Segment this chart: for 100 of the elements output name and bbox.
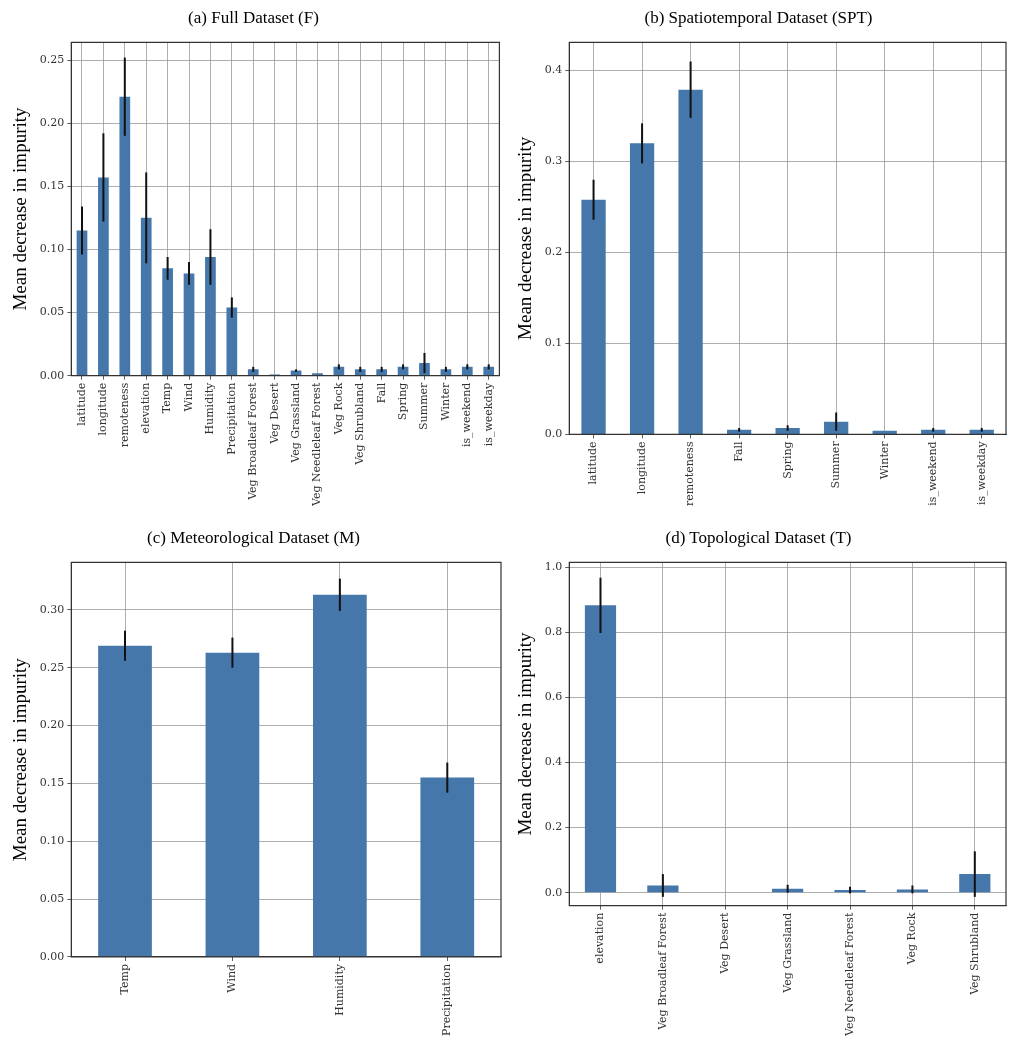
bar	[647, 885, 679, 893]
x-tick-label: Wind	[225, 963, 239, 993]
bar	[183, 273, 195, 376]
x-tick-label: Veg Desert	[718, 912, 732, 975]
bar	[775, 428, 800, 434]
y-tick-label: 0.0	[544, 885, 563, 899]
y-axis-title: Mean decrease in impurity	[9, 106, 31, 311]
x-tick-label: Temp	[160, 382, 174, 414]
x-tick-label: Wind	[181, 382, 195, 412]
x-tick-label: Humidity	[332, 963, 346, 1016]
x-tick-label: is_weekday	[481, 381, 495, 447]
y-tick-label: 0.0	[544, 427, 563, 441]
y-tick-label: 0.10	[39, 242, 65, 256]
bar	[461, 366, 473, 376]
x-tick-label: is_weekend	[926, 441, 940, 506]
bar	[98, 177, 109, 376]
y-tick-label: 0.2	[544, 245, 563, 259]
y-tick-label: 0.00	[39, 949, 65, 963]
x-tick-label: Veg Desert	[267, 382, 281, 445]
y-tick-label: 0.8	[544, 625, 563, 639]
bar	[247, 369, 259, 376]
bar	[376, 369, 388, 376]
x-tick-label: Veg Shrubland	[967, 912, 981, 996]
bar	[313, 594, 367, 957]
x-tick-label: Spring	[395, 382, 409, 421]
y-tick-label: 0.4	[544, 755, 563, 769]
y-tick-label: 0.4	[544, 63, 563, 77]
y-axis-title: Mean decrease in impurity	[9, 657, 31, 862]
x-tick-label: Fall	[374, 382, 388, 404]
x-tick-label: Precipitation	[440, 963, 454, 1037]
y-tick-label: 0.05	[39, 891, 65, 905]
x-tick-label: Summer	[417, 381, 431, 430]
y-axis-title: Mean decrease in impurity	[514, 631, 536, 836]
x-tick-label: longitude	[634, 441, 648, 495]
x-tick-label: remoteness	[117, 382, 131, 448]
x-tick-label: remoteness	[683, 441, 697, 506]
y-tick-label: 0.3	[544, 154, 563, 168]
bar	[76, 230, 88, 376]
x-tick-label: Veg Needleleaf Forest	[310, 382, 324, 508]
bar	[226, 307, 238, 376]
x-tick-label: Spring	[780, 441, 794, 479]
x-tick-label: is_weekday	[974, 440, 988, 505]
x-tick-label: is_weekend	[460, 382, 474, 448]
x-tick-label: elevation	[593, 912, 607, 964]
y-tick-label: 0.20	[39, 718, 65, 732]
bar	[312, 373, 323, 376]
bar	[726, 429, 752, 434]
y-tick-label: 1.0	[544, 560, 563, 574]
chart-title: (a) Full Dataset (F)	[188, 7, 319, 27]
x-tick-label: Fall	[731, 440, 745, 462]
bar	[581, 199, 606, 434]
bar	[824, 421, 849, 434]
bar	[584, 605, 617, 893]
bar	[119, 96, 131, 376]
y-tick-label: 0.1	[544, 336, 563, 350]
bar	[629, 143, 655, 434]
y-tick-label: 0.05	[39, 305, 65, 319]
y-tick-label: 0.15	[39, 776, 65, 790]
y-tick-label: 0.25	[39, 52, 65, 66]
chart-title: (b) Spatiotemporal Dataset (SPT)	[644, 7, 873, 27]
y-tick-label: 0.25	[39, 660, 65, 674]
x-tick-label: Summer	[829, 440, 843, 489]
x-tick-label: Veg Rock	[331, 382, 345, 436]
y-tick-label: 0.15	[39, 179, 65, 193]
y-tick-label: 0.00	[39, 368, 65, 382]
bar	[354, 369, 366, 376]
bar	[162, 268, 173, 376]
bar	[140, 217, 152, 376]
x-tick-label: Veg Broadleaf Forest	[655, 912, 669, 1031]
x-tick-label: Winter	[438, 381, 452, 421]
x-tick-label: Veg Shrubland	[353, 382, 367, 466]
y-axis-title: Mean decrease in impurity	[514, 136, 536, 340]
y-tick-label: 0.2	[544, 820, 563, 834]
x-tick-label: Veg Grassland	[780, 912, 794, 994]
x-tick-label: Precipitation	[224, 382, 238, 455]
chart-title: (d) Topological Dataset (T)	[665, 527, 852, 547]
chart-title: (c) Meteorological Dataset (M)	[147, 527, 360, 547]
x-tick-label: Winter	[877, 440, 891, 480]
x-tick-label: Veg Needleleaf Forest	[842, 912, 856, 1038]
bar	[921, 429, 946, 434]
bar	[483, 366, 495, 376]
y-tick-label: 0.30	[39, 602, 65, 616]
bar	[98, 645, 152, 957]
x-tick-label: Temp	[117, 963, 131, 995]
x-tick-label: elevation	[139, 382, 153, 434]
x-tick-label: Veg Grassland	[288, 382, 302, 464]
y-tick-label: 0.10	[39, 834, 65, 848]
y-tick-label: 0.20	[39, 116, 65, 130]
bar	[205, 652, 260, 957]
bar	[678, 89, 703, 434]
x-tick-label: latitude	[586, 441, 600, 485]
bar	[420, 777, 475, 957]
y-tick-label: 0.6	[544, 690, 563, 704]
x-tick-label: Humidity	[203, 381, 217, 435]
x-tick-label: Veg Broadleaf Forest	[246, 382, 260, 501]
bar	[872, 430, 897, 434]
bar	[969, 429, 994, 434]
x-tick-label: latitude	[74, 382, 88, 426]
x-tick-label: longitude	[96, 382, 110, 436]
bar	[959, 874, 991, 893]
